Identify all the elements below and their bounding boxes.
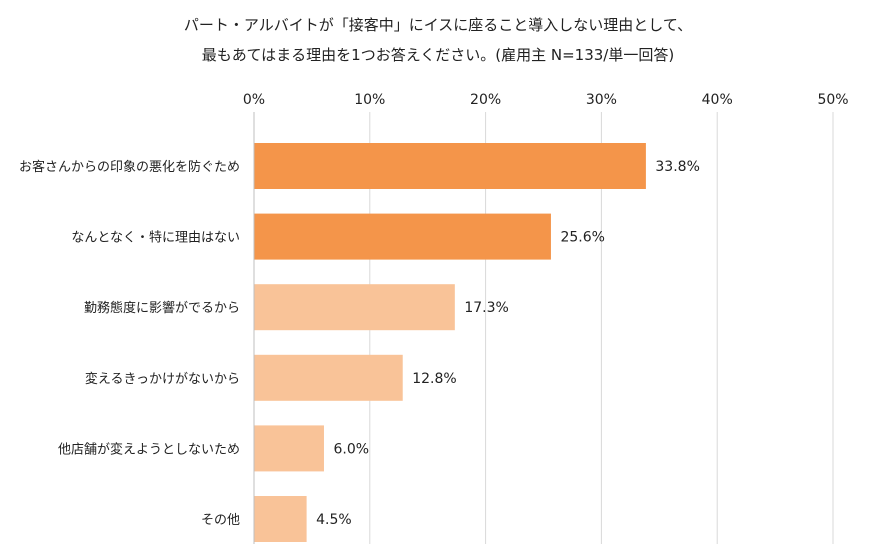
bar-3: [254, 284, 455, 331]
x-tick-label: 40%: [702, 92, 733, 108]
value-label: 17.3%: [464, 300, 508, 316]
value-label: 25.6%: [560, 230, 604, 246]
title-line-1: パート・アルバイトが「接客中」にイスに座ること導入しない理由として、: [184, 16, 692, 34]
value-labels: 33.8% 25.6% 17.3% 12.8% 6.0% 4.5%: [316, 159, 700, 528]
title-line-2: 最もあてはまる理由を1つお答えください。(雇用主 N=133/単一回答): [202, 46, 674, 64]
x-tick-label: 0%: [243, 92, 265, 108]
category-labels: お客さんからの印象の悪化を防ぐためなんとなく・特に理由はない勤務態度に影響がでる…: [19, 159, 240, 528]
x-axis-ticks: 0% 10% 20% 30% 40% 50%: [243, 92, 849, 108]
category-label: お客さんからの印象の悪化を防ぐため: [19, 159, 240, 175]
category-label: その他: [201, 513, 240, 528]
x-tick-label: 10%: [354, 92, 385, 108]
category-label: 他店舗が変えようとしないため: [58, 441, 240, 457]
bar-1: [254, 143, 646, 189]
bar-2: [254, 213, 551, 260]
category-label: 変えるきっかけがないから: [85, 371, 240, 387]
x-tick-label: 50%: [817, 92, 848, 108]
chart-title: パート・アルバイトが「接客中」にイスに座ること導入しない理由として、最もあてはま…: [184, 16, 692, 64]
value-label: 33.8%: [655, 159, 699, 175]
bars: [254, 143, 646, 542]
x-tick-label: 20%: [470, 92, 501, 108]
category-label: なんとなく・特に理由はない: [71, 231, 240, 246]
bar-4: [254, 354, 403, 401]
bar-5: [254, 425, 324, 472]
value-label: 6.0%: [333, 441, 369, 457]
bar-6: [254, 496, 307, 542]
x-tick-label: 30%: [586, 92, 617, 108]
category-label: 勤務態度に影響がでるから: [84, 300, 240, 316]
value-label: 4.5%: [316, 512, 352, 528]
value-label: 12.8%: [412, 371, 456, 387]
